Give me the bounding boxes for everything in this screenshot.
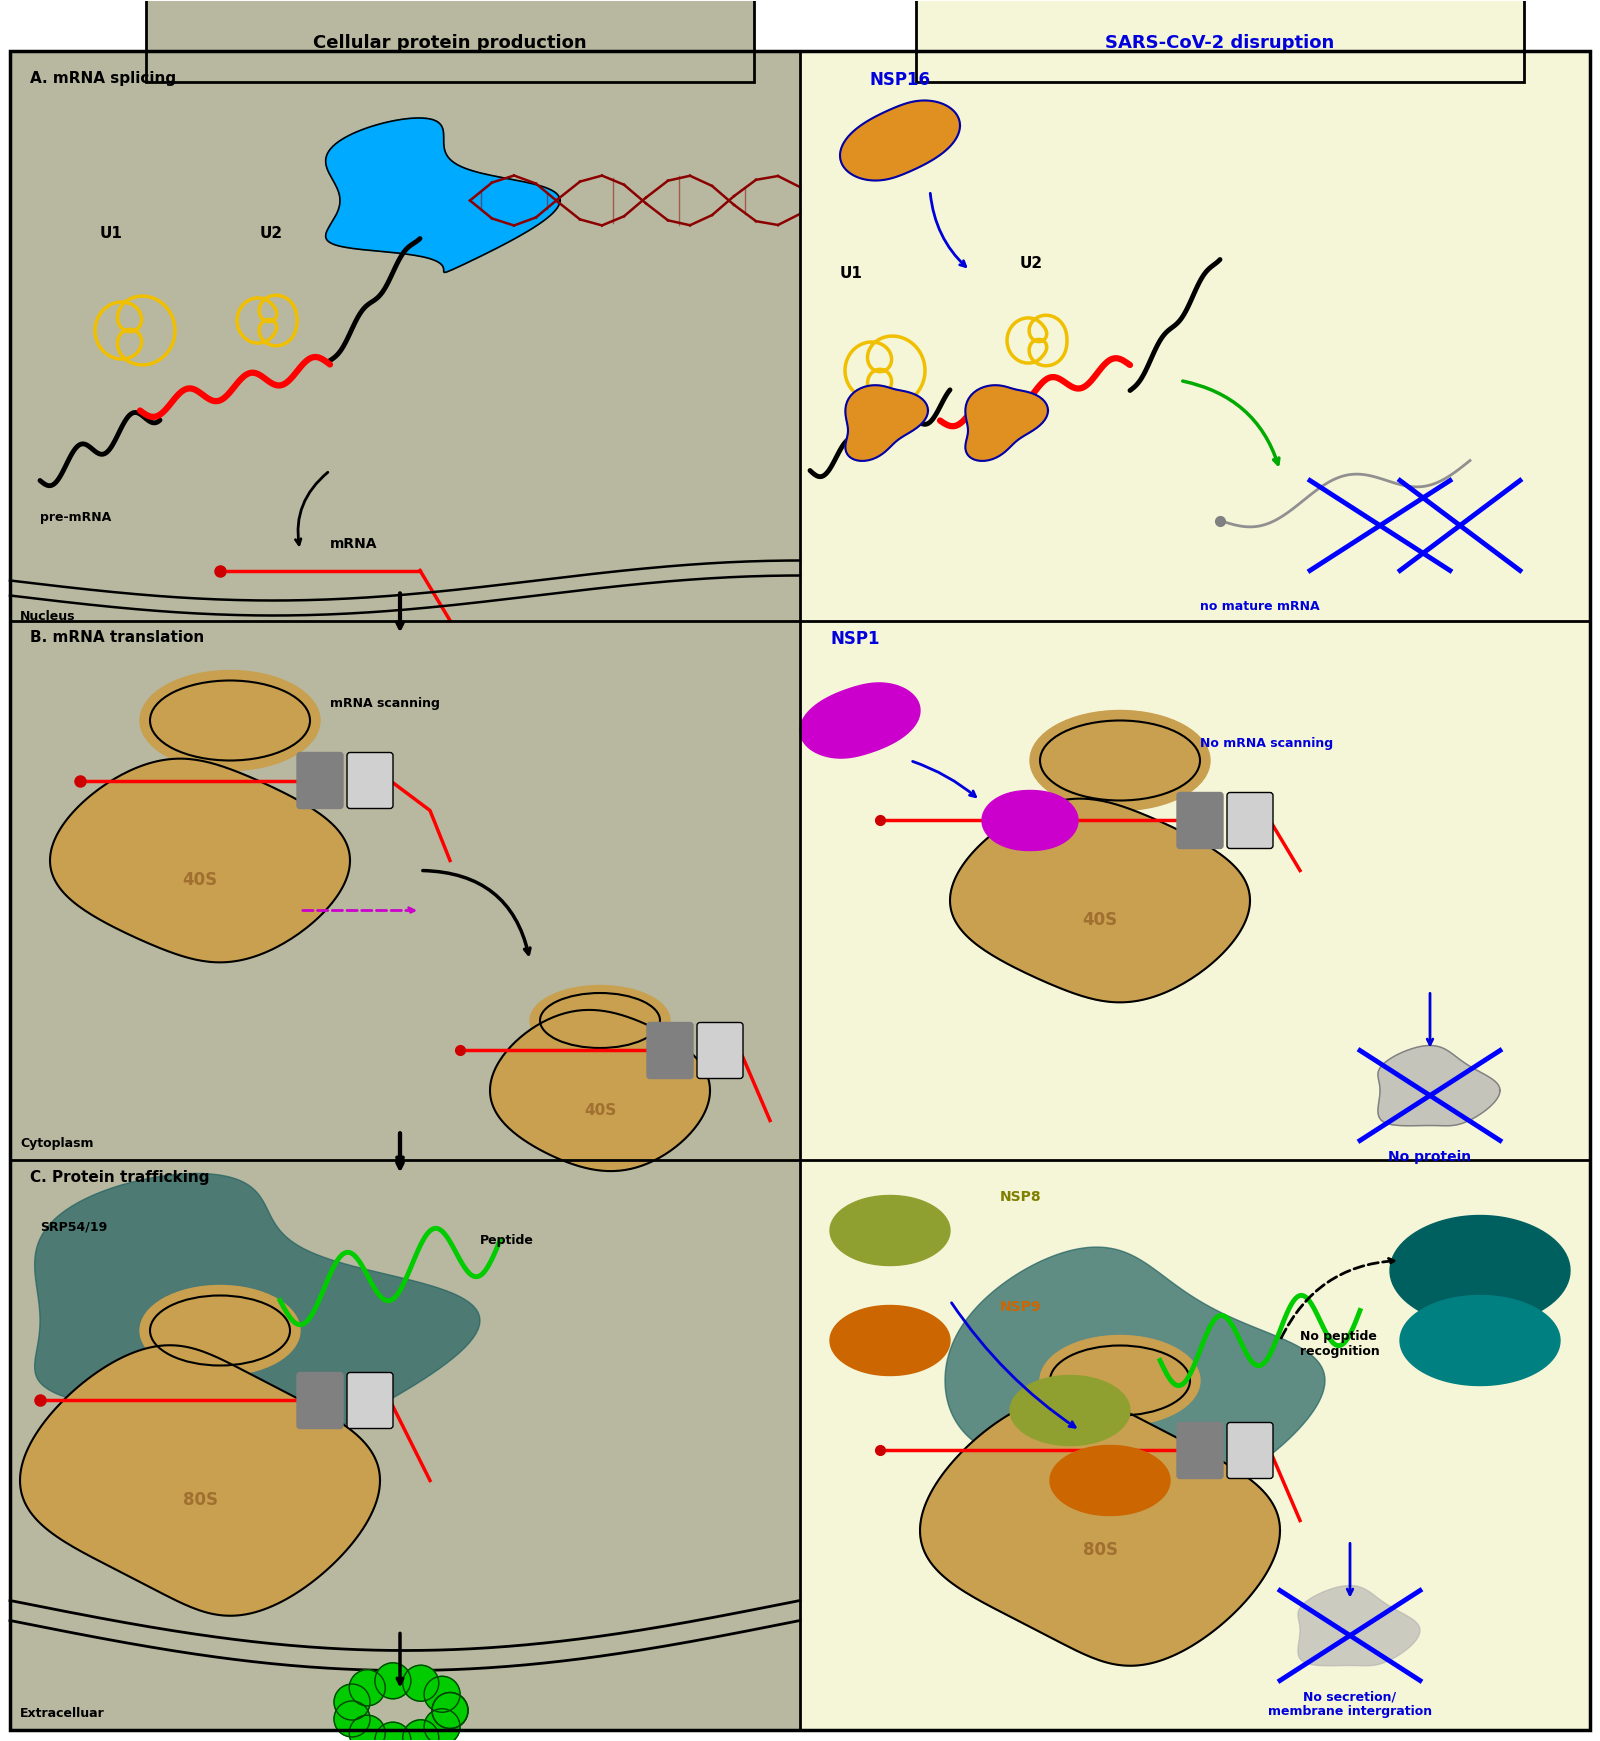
Text: C. Protein trafficking: C. Protein trafficking (30, 1170, 210, 1186)
Polygon shape (326, 118, 560, 272)
Text: NSP9: NSP9 (1000, 1301, 1042, 1314)
Text: No mRNA scanning: No mRNA scanning (1200, 738, 1333, 750)
FancyBboxPatch shape (298, 752, 342, 808)
Text: A. mRNA splicing: A. mRNA splicing (30, 70, 176, 85)
Ellipse shape (1040, 1335, 1200, 1426)
Text: mRNA: mRNA (330, 536, 378, 550)
Text: SARS-CoV-2 disruption: SARS-CoV-2 disruption (1106, 33, 1334, 52)
FancyBboxPatch shape (146, 0, 754, 82)
Text: U2: U2 (1021, 256, 1043, 270)
Polygon shape (982, 790, 1078, 851)
Circle shape (432, 1692, 467, 1729)
Text: 40S: 40S (1083, 912, 1117, 930)
Polygon shape (946, 1247, 1325, 1501)
Text: 40S: 40S (182, 872, 218, 890)
Text: No peptide
recognition: No peptide recognition (1299, 1330, 1379, 1358)
Text: Extracelluar: Extracelluar (19, 1708, 104, 1720)
Polygon shape (50, 759, 350, 963)
Polygon shape (830, 1196, 950, 1266)
Polygon shape (1050, 1445, 1170, 1515)
Polygon shape (840, 101, 960, 181)
Circle shape (334, 1684, 370, 1720)
Polygon shape (1010, 1375, 1130, 1445)
Text: NSP8: NSP8 (1000, 1191, 1042, 1205)
Circle shape (424, 1708, 461, 1741)
FancyBboxPatch shape (1227, 1422, 1274, 1478)
Ellipse shape (1030, 710, 1210, 811)
Circle shape (349, 1670, 386, 1706)
Polygon shape (920, 1395, 1280, 1666)
Circle shape (349, 1715, 386, 1741)
Text: Nucleus: Nucleus (19, 611, 75, 623)
FancyBboxPatch shape (698, 1022, 742, 1078)
Text: No secretion/
membrane intergration: No secretion/ membrane intergration (1267, 1691, 1432, 1718)
Polygon shape (1400, 1295, 1560, 1386)
Text: B. mRNA translation: B. mRNA translation (30, 630, 205, 646)
Polygon shape (1378, 1046, 1501, 1126)
Bar (10, 50, 800, 1731)
FancyBboxPatch shape (915, 0, 1523, 82)
FancyBboxPatch shape (1178, 792, 1222, 848)
FancyBboxPatch shape (646, 1022, 693, 1078)
Polygon shape (1298, 1586, 1421, 1666)
Text: NSP16: NSP16 (869, 70, 931, 89)
Ellipse shape (141, 1285, 301, 1375)
Ellipse shape (141, 670, 320, 771)
Text: 80S: 80S (182, 1492, 218, 1509)
Circle shape (334, 1701, 370, 1738)
FancyBboxPatch shape (347, 752, 394, 808)
Ellipse shape (530, 985, 670, 1055)
Circle shape (432, 1692, 467, 1729)
FancyBboxPatch shape (347, 1372, 394, 1429)
Text: U2: U2 (259, 226, 283, 240)
FancyBboxPatch shape (1178, 1422, 1222, 1478)
Bar (800, 50, 1590, 1731)
Text: SRP54/19: SRP54/19 (40, 1220, 107, 1234)
Polygon shape (1390, 1215, 1570, 1325)
Polygon shape (950, 799, 1250, 1003)
Text: pre-mRNA: pre-mRNA (40, 510, 112, 524)
Circle shape (374, 1663, 411, 1699)
Text: Cellular protein production: Cellular protein production (314, 33, 587, 52)
Polygon shape (830, 1306, 950, 1375)
Text: NSP1: NSP1 (830, 630, 880, 648)
Text: Peptide: Peptide (480, 1234, 534, 1247)
Text: U1: U1 (840, 265, 862, 280)
Circle shape (374, 1722, 411, 1741)
Polygon shape (490, 1010, 710, 1172)
Polygon shape (35, 1173, 480, 1457)
Text: No protein: No protein (1389, 1151, 1472, 1165)
Text: Cytoplasm: Cytoplasm (19, 1137, 93, 1151)
Polygon shape (21, 1346, 381, 1616)
Text: mRNA scanning: mRNA scanning (330, 698, 440, 710)
FancyBboxPatch shape (298, 1372, 342, 1429)
Circle shape (403, 1720, 438, 1741)
Polygon shape (965, 385, 1048, 461)
Polygon shape (845, 385, 928, 461)
Polygon shape (800, 682, 920, 757)
Circle shape (403, 1664, 438, 1701)
Text: 40S: 40S (584, 1104, 616, 1118)
Text: U1: U1 (99, 226, 123, 240)
Text: no mature mRNA: no mature mRNA (1200, 601, 1320, 613)
FancyBboxPatch shape (1227, 792, 1274, 848)
Text: 80S: 80S (1083, 1541, 1117, 1560)
Circle shape (424, 1677, 461, 1713)
